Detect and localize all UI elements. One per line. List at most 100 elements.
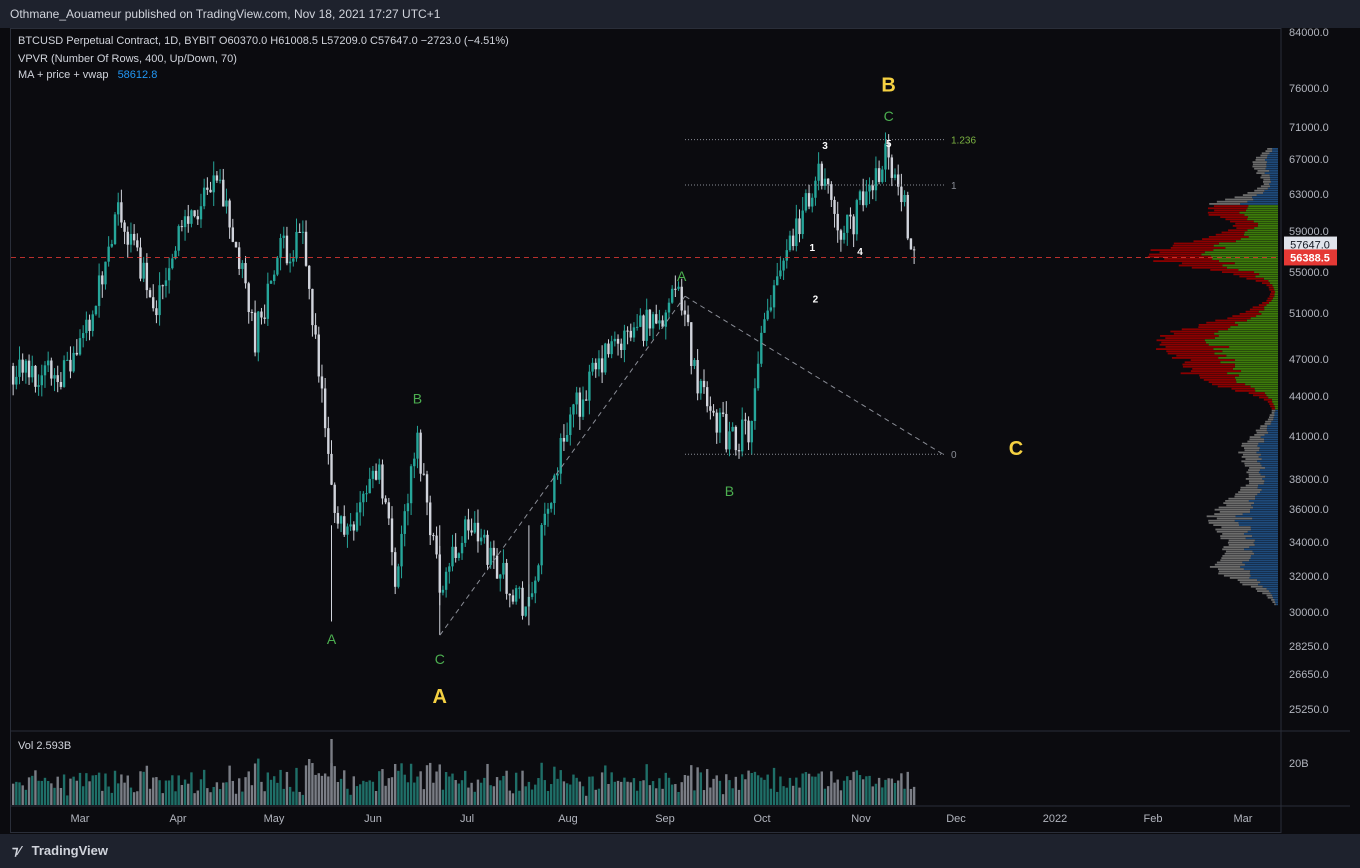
candle-body xyxy=(849,214,852,217)
vp-up-bar xyxy=(1256,194,1278,196)
candle-body xyxy=(451,546,454,567)
candle-body xyxy=(661,320,664,327)
vp-down-bar xyxy=(1213,524,1239,526)
vp-down-bar xyxy=(1214,513,1243,515)
volume-bar xyxy=(686,775,690,805)
vp-down-bar xyxy=(1218,506,1254,509)
vp-up-bar xyxy=(1268,431,1278,434)
vp-down-bar xyxy=(1267,297,1273,300)
candle-body xyxy=(788,235,792,251)
vp-up-bar xyxy=(1235,515,1278,518)
volume-bar xyxy=(438,770,441,805)
candle-body xyxy=(199,206,203,220)
candle-body xyxy=(674,288,677,290)
vp-down-bar xyxy=(1236,227,1255,229)
vp-up-bar xyxy=(1274,414,1278,416)
volume-bar xyxy=(865,776,868,805)
volume-bar xyxy=(343,770,346,805)
vp-up-bar xyxy=(1238,269,1278,271)
wave-count-label: 4 xyxy=(857,247,863,258)
volume-bar xyxy=(314,774,317,805)
candle-body xyxy=(632,327,636,338)
vp-up-bar xyxy=(1264,306,1278,309)
vp-up-bar xyxy=(1218,357,1278,359)
volume-bar xyxy=(126,775,129,805)
vp-up-bar xyxy=(1248,236,1278,238)
vpvr-legend[interactable]: VPVR (Number Of Rows, 400, Up/Down, 70) xyxy=(18,53,237,65)
candle-body xyxy=(686,314,690,323)
candle-body xyxy=(728,431,731,450)
candle-body xyxy=(43,365,47,376)
vp-down-bar xyxy=(1190,359,1235,361)
candle-body xyxy=(355,512,359,531)
candle-body xyxy=(852,216,855,235)
volume-bar xyxy=(180,784,184,805)
vp-up-bar xyxy=(1262,585,1278,588)
volume-legend[interactable]: Vol 2.593B xyxy=(18,740,72,752)
vp-down-bar xyxy=(1206,515,1236,518)
vp-down-bar xyxy=(1172,244,1214,247)
volume-bar xyxy=(709,787,712,805)
candle-body xyxy=(403,511,406,534)
x-tick-label: Dec xyxy=(946,813,966,825)
tradingview-logo[interactable]: ⁊⁄ TradingView xyxy=(12,843,108,859)
candle-body xyxy=(295,231,298,259)
volume-bar xyxy=(257,758,260,805)
vp-down-bar xyxy=(1218,572,1250,575)
volume-bar xyxy=(21,785,24,805)
vp-down-bar xyxy=(1252,165,1267,168)
candle-body xyxy=(34,365,37,387)
candle-body xyxy=(298,231,301,233)
vp-up-bar xyxy=(1241,370,1278,372)
vp-up-bar xyxy=(1229,346,1278,348)
volume-bar xyxy=(171,775,174,805)
candle-body xyxy=(62,360,66,387)
vp-down-bar xyxy=(1230,220,1254,223)
candle-body xyxy=(88,319,91,331)
candle-body xyxy=(594,362,597,370)
vp-up-bar xyxy=(1274,295,1278,298)
volume-bar xyxy=(352,776,355,805)
volume-bar xyxy=(387,778,391,805)
candle-body xyxy=(276,257,279,275)
volume-bar xyxy=(581,786,585,805)
symbol-legend[interactable]: BTCUSD Perpetual Contract, 1D, BYBIT O60… xyxy=(18,35,509,47)
vp-down-bar xyxy=(1266,594,1273,597)
vp-down-bar xyxy=(1264,423,1271,425)
vp-up-bar xyxy=(1272,148,1278,150)
candle-body xyxy=(508,593,511,596)
vp-up-bar xyxy=(1244,563,1278,566)
volume-bar xyxy=(479,782,483,805)
ma-legend[interactable]: MA + price + vwap 58612.8 xyxy=(18,69,157,81)
vp-up-bar xyxy=(1240,566,1278,568)
candle-body xyxy=(737,450,741,452)
volume-bar xyxy=(836,779,839,805)
volume-bar xyxy=(524,786,527,805)
vp-up-bar xyxy=(1273,416,1278,419)
volume-bar xyxy=(152,777,155,805)
candle-body xyxy=(53,375,56,379)
volume-bar xyxy=(190,772,193,805)
vp-up-bar xyxy=(1270,423,1278,425)
vp-down-bar xyxy=(1220,535,1253,537)
volume-bar xyxy=(741,774,744,805)
vp-up-bar xyxy=(1266,161,1278,163)
volume-bar xyxy=(31,775,34,805)
vp-down-bar xyxy=(1217,385,1251,388)
candle-body xyxy=(549,503,553,509)
candle-body xyxy=(610,341,613,355)
candle-body xyxy=(432,535,435,537)
poc-badge-label: 56388.5 xyxy=(1290,252,1330,264)
vp-up-bar xyxy=(1267,154,1278,157)
vp-down-bar xyxy=(1216,517,1253,520)
candle-body xyxy=(741,419,744,452)
candle-body xyxy=(712,410,715,413)
y-tick-label: 67000.0 xyxy=(1289,154,1329,166)
candle-body xyxy=(78,338,82,355)
candle-body xyxy=(425,474,429,503)
candle-body xyxy=(604,343,607,373)
vp-up-bar xyxy=(1274,288,1278,291)
vp-down-bar xyxy=(1149,253,1202,256)
volume-bar xyxy=(117,783,120,805)
